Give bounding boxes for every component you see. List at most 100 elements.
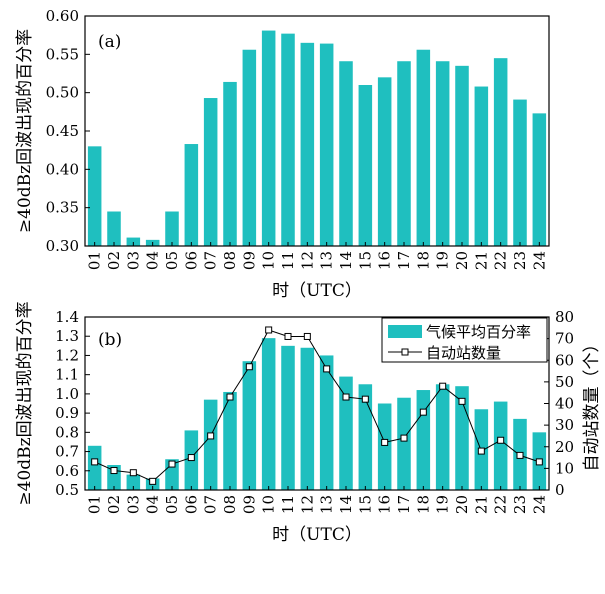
y-tick-label: 0.60: [46, 7, 79, 25]
y-axis-title: ≥40dBz回波出现的百分率: [15, 29, 35, 233]
x-tick-label: 01: [86, 251, 104, 270]
x-tick-label: 07: [202, 495, 220, 514]
x-tick-label: 17: [395, 495, 413, 514]
line-point: [226, 393, 234, 401]
y2-tick-label: 30: [555, 416, 574, 434]
bar: [300, 347, 315, 490]
bar: [435, 61, 450, 246]
bar: [300, 42, 315, 247]
y-tick-label: 0.8: [55, 423, 79, 441]
x-tick-label: 04: [144, 251, 162, 270]
x-tick-label: 02: [105, 251, 123, 270]
y-tick-label: 1.3: [55, 327, 79, 345]
line-point: [342, 393, 350, 401]
bar: [242, 361, 257, 490]
bar: [377, 403, 392, 490]
x-tick-label: 20: [453, 251, 471, 270]
x-tick-label: 19: [434, 251, 452, 270]
legend-line-label: 自动站数量: [426, 344, 501, 362]
bar: [281, 33, 295, 247]
bar: [184, 144, 199, 246]
line-point: [168, 460, 176, 468]
legend-bar-swatch: [388, 325, 422, 338]
bar: [513, 99, 527, 246]
line-point: [129, 469, 137, 477]
y2-tick-label: 40: [555, 395, 574, 413]
line-point: [284, 332, 292, 340]
bar: [203, 98, 218, 247]
bar: [319, 43, 334, 246]
bar: [87, 445, 102, 490]
line-point: [477, 447, 485, 455]
bar: [107, 211, 121, 246]
y-tick-label: 0.9: [55, 404, 79, 422]
bar: [474, 86, 489, 247]
bar: [319, 355, 334, 490]
panel-a: 0.30 0.35 0.40 0.45 0.50 0.55 0.60 01 02 03 04 05 06…: [15, 7, 550, 301]
panel-a-label: (a): [98, 32, 121, 52]
line-point: [265, 326, 273, 334]
panel-b: 0.50.60.70.80.91.01.11.21.31.40102030405…: [15, 301, 602, 545]
bar: [223, 391, 237, 490]
x-tick-label: 16: [376, 251, 394, 270]
x-tick-label: 24: [530, 251, 548, 270]
y-tick-label: 0.55: [46, 45, 79, 63]
bar: [416, 49, 431, 246]
x-tick-label: 07: [202, 251, 220, 270]
x-axis-title: 时（UTC）: [272, 281, 362, 301]
x-tick-label: 04: [144, 495, 162, 514]
x-axis-title: 时（UTC）: [272, 525, 362, 545]
y2-axis-title: 自动站数量（个）: [582, 336, 602, 472]
x-tick-label: 22: [492, 251, 510, 270]
line-point: [303, 332, 311, 340]
line-point: [419, 408, 427, 416]
legend-line-marker: [401, 348, 409, 356]
y-tick-label: 0.35: [46, 199, 79, 217]
y2-tick-label: 50: [555, 373, 574, 391]
y2-tick-label: 70: [555, 330, 574, 348]
bar: [435, 384, 450, 490]
bar: [397, 397, 411, 490]
line-point: [400, 434, 408, 442]
line-point: [497, 436, 505, 444]
line-point: [516, 451, 524, 459]
bar: [455, 386, 469, 490]
y-tick-label: 0.30: [46, 237, 79, 255]
x-tick-label: 05: [163, 495, 181, 514]
x-tick-label: 10: [260, 251, 278, 270]
y-tick-label: 0.6: [55, 462, 79, 480]
x-tick-label: 14: [337, 251, 355, 270]
line-point: [439, 382, 447, 390]
y-tick-label: 0.7: [55, 443, 79, 461]
x-tick-label: 16: [376, 495, 394, 514]
panel-b-label: (b): [98, 330, 122, 350]
y2-tick-label: 10: [555, 459, 574, 477]
x-tick-label: 12: [298, 251, 316, 270]
line-point: [381, 438, 389, 446]
x-tick-label: 23: [511, 251, 529, 270]
x-tick-label: 13: [318, 495, 336, 514]
x-tick-label: 06: [182, 495, 200, 514]
y-tick-label: 1.2: [55, 346, 79, 364]
y-tick-label: 0.45: [46, 122, 79, 140]
x-tick-label: 15: [356, 251, 374, 270]
x-tick-label: 06: [182, 251, 200, 270]
x-tick-label: 03: [124, 495, 142, 514]
x-tick-label: 21: [472, 251, 490, 270]
bar: [532, 113, 547, 246]
line-point: [535, 458, 543, 466]
line-point: [91, 458, 99, 466]
x-tick-label: 12: [298, 495, 316, 514]
y-axis-title: ≥40dBz回波出现的百分率: [15, 301, 35, 505]
y2-tick-label: 20: [555, 438, 574, 456]
x-tick-label: 11: [279, 251, 297, 270]
x-tick-label: 09: [240, 495, 258, 514]
x-tick-label: 21: [472, 495, 490, 514]
bar: [126, 237, 141, 246]
x-tick-label: 18: [414, 251, 432, 270]
bar: [126, 474, 141, 490]
x-tick-label: 08: [221, 495, 239, 514]
x-tick-label: 05: [163, 251, 181, 270]
x-tick-label: 17: [395, 251, 413, 270]
